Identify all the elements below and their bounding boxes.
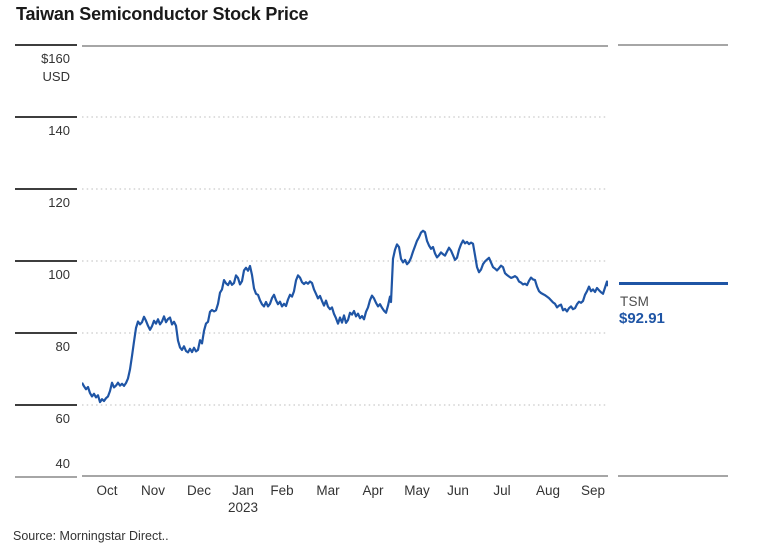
chart-title: Taiwan Semiconductor Stock Price [16, 4, 309, 24]
y-axis-tick-line [15, 332, 77, 334]
y-axis-tick-line [15, 44, 77, 46]
callout-bottom-rule [618, 475, 728, 477]
x-axis-month-label: Jul [493, 483, 511, 498]
callout-top-rule [618, 44, 728, 46]
y-axis-unit-label: USD [42, 69, 70, 84]
y-axis-tick-label: 140 [48, 123, 70, 138]
y-axis-tick-label: 60 [55, 411, 70, 426]
x-axis-month-label: Sep [580, 483, 606, 498]
price-line-series-tsm [82, 229, 608, 404]
x-axis-month-label: Aug [535, 483, 561, 498]
current-price-marker-line [619, 282, 728, 285]
x-axis-month-label: Feb [270, 483, 294, 498]
y-axis-tick-label: 40 [55, 456, 70, 471]
y-axis-tick-label: 100 [48, 267, 70, 282]
y-axis-tick-line [15, 260, 77, 262]
current-price-label: $92.91 [619, 310, 665, 327]
x-axis-month-label: Dec [186, 483, 211, 498]
x-axis-month-label: Apr [362, 483, 384, 498]
price-line-chart [82, 45, 608, 477]
y-axis-tick-line [15, 116, 77, 118]
x-axis-year-label: 2023 [227, 500, 259, 515]
y-axis-tick-line [15, 404, 77, 406]
y-axis-tick-line [15, 476, 77, 478]
x-axis-month-label: Jan [232, 483, 254, 498]
ticker-label: TSM [620, 294, 650, 309]
y-axis-tick-label: $160 [41, 51, 70, 66]
x-axis-month-label: Nov [140, 483, 165, 498]
y-axis-tick-label: 120 [48, 195, 70, 210]
x-axis-month-label: Oct [96, 483, 118, 498]
x-axis-month-label: Jun [447, 483, 469, 498]
source-note: Source: Morningstar Direct.. [13, 529, 169, 543]
x-axis-month-label: May [404, 483, 430, 498]
y-axis-tick-label: 80 [55, 339, 70, 354]
y-axis-tick-line [15, 188, 77, 190]
x-axis-month-label: Mar [316, 483, 340, 498]
